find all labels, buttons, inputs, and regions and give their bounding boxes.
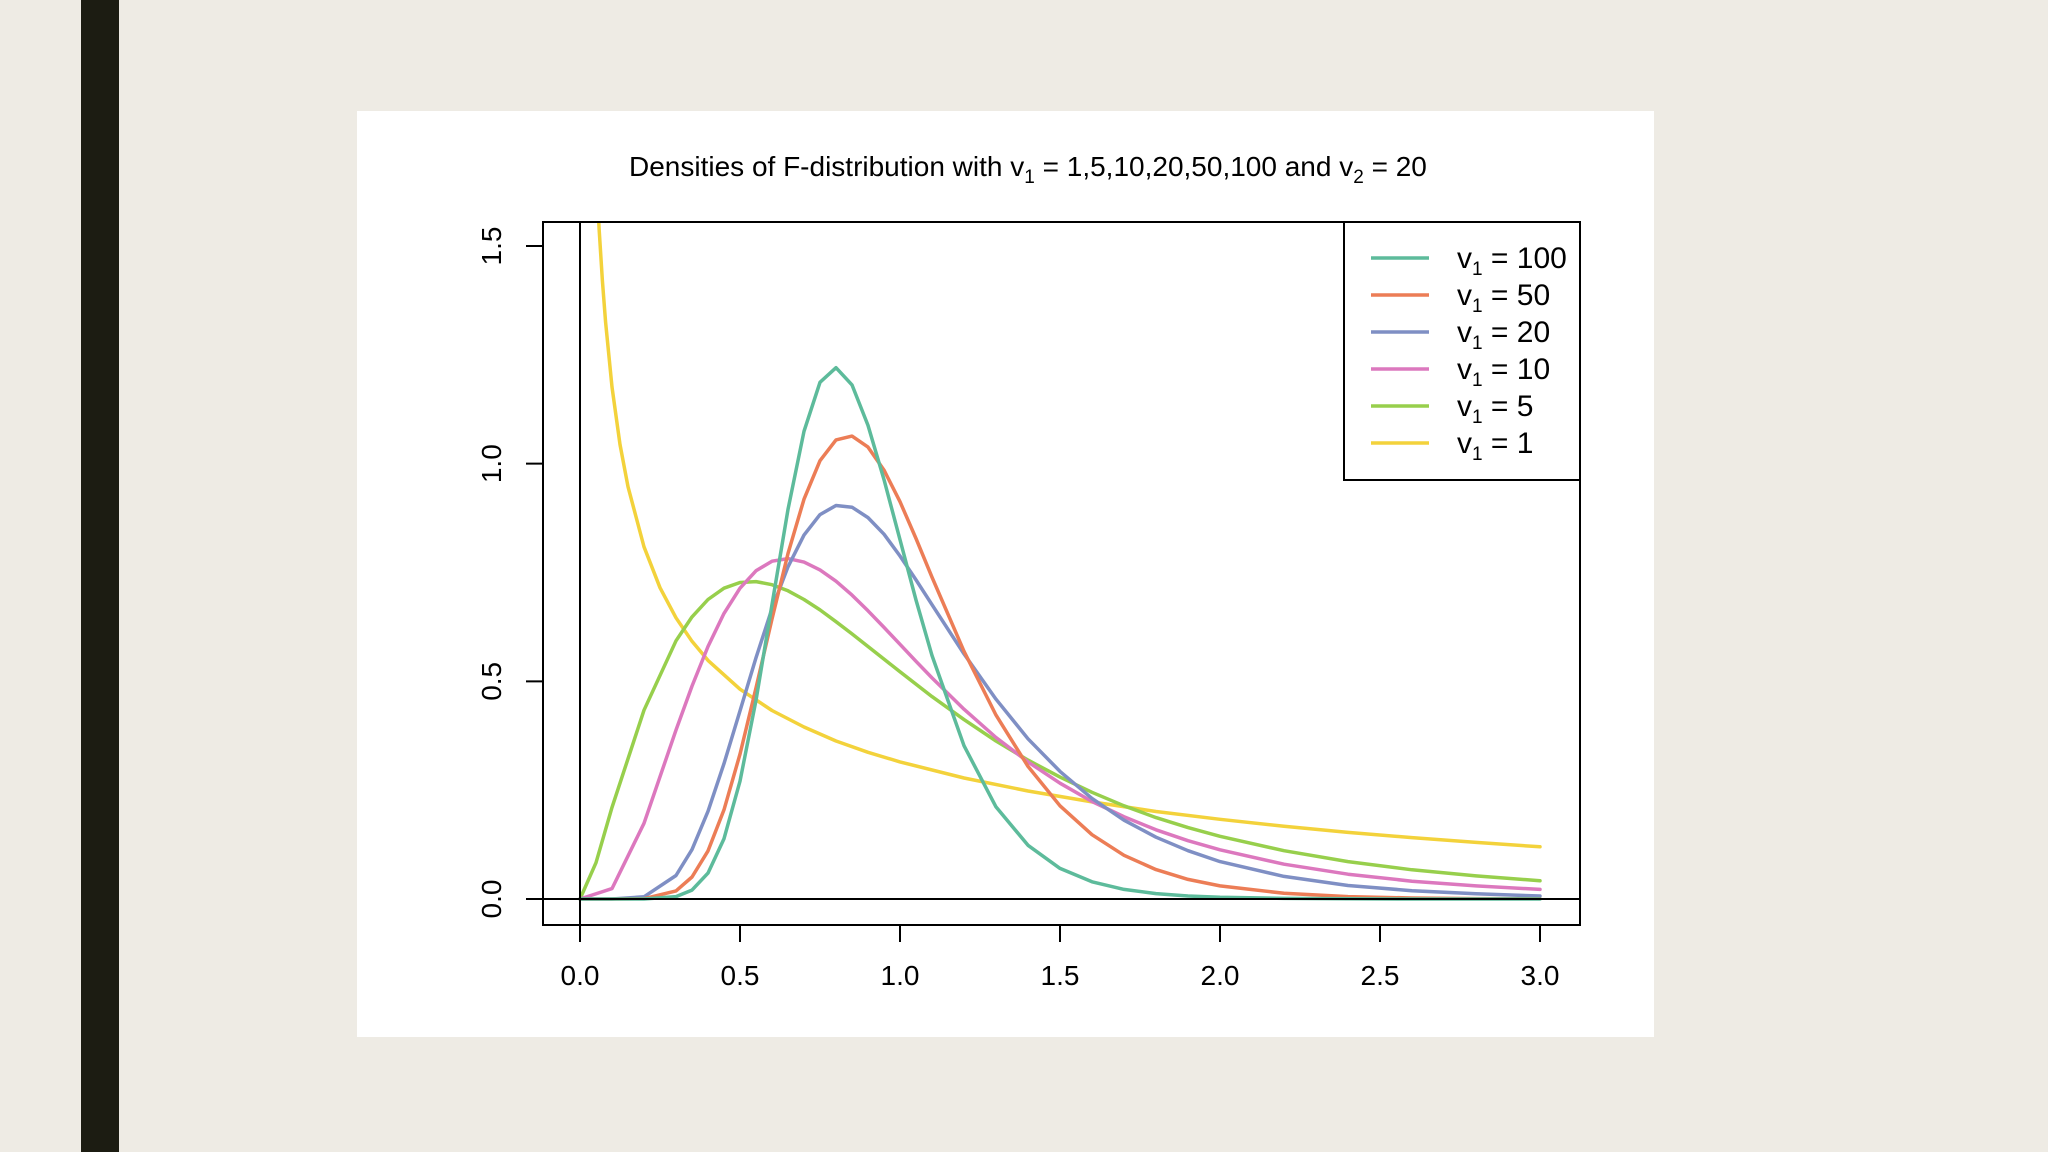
axes-layer: 0.0 0.5 1.0 1.5 2.0 2.5 3.0 0.0 0.5 1.0 1.5 xyxy=(476,221,1581,991)
legend-label: v1 = 10 xyxy=(1457,353,1550,391)
chart-title: Densities of F-distribution with v1 = 1,… xyxy=(629,151,1427,188)
legend-box xyxy=(1343,221,1581,481)
f-density-chart: Densities of F-distribution with v1 = 1,… xyxy=(476,151,1581,991)
plot-frame xyxy=(542,221,1581,926)
x-tick-label: 1.5 xyxy=(1041,960,1080,991)
legend-label: v1 = 5 xyxy=(1457,390,1533,428)
x-tick-label: 2.0 xyxy=(1201,960,1240,991)
accent-bar xyxy=(81,0,119,1152)
legend-label: v1 = 50 xyxy=(1457,279,1550,317)
series-line-v1-5 xyxy=(578,579,1542,901)
x-tick-label: 2.5 xyxy=(1361,960,1400,991)
y-tick-label: 1.0 xyxy=(476,444,507,483)
series-line-v1-20 xyxy=(578,503,1542,901)
y-tick-label: 1.5 xyxy=(476,227,507,266)
y-tick-label: 0.0 xyxy=(476,880,507,919)
x-tick-label: 0.0 xyxy=(561,960,600,991)
y-tick-label: 0.5 xyxy=(476,662,507,701)
legend-label: v1 = 100 xyxy=(1457,242,1567,280)
chart-card: Densities of F-distribution with v1 = 1,… xyxy=(357,111,1654,1037)
legend-label: v1 = 20 xyxy=(1457,316,1550,354)
series-line-v1-10 xyxy=(578,556,1542,901)
x-tick-label: 1.0 xyxy=(881,960,920,991)
series-layer xyxy=(578,222,1542,901)
series-line-v1-50 xyxy=(578,434,1542,901)
x-tick-label: 0.5 xyxy=(721,960,760,991)
x-tick-label: 3.0 xyxy=(1521,960,1560,991)
series-line-v1-100 xyxy=(578,365,1542,901)
series-line-v1-1 xyxy=(597,222,1542,849)
legend-label: v1 = 1 xyxy=(1457,427,1533,465)
